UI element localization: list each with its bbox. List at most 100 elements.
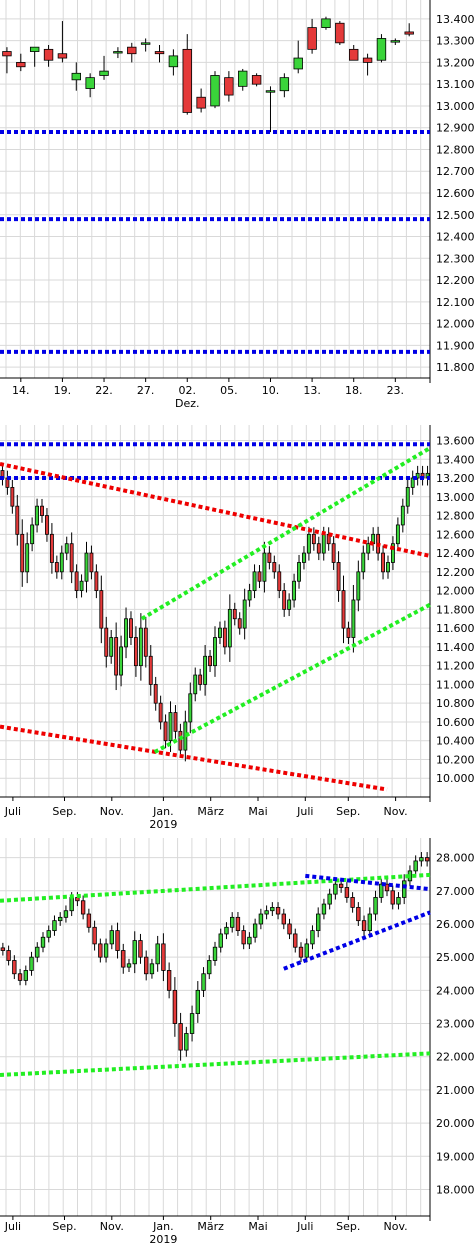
- y-tick-label: 12.800: [436, 143, 475, 156]
- y-tick-label: 23.000: [436, 1018, 475, 1031]
- candle-up: [356, 571, 361, 601]
- candle-up: [390, 40, 401, 43]
- candle-down: [267, 552, 272, 563]
- candle-up: [218, 627, 222, 638]
- candle-up: [367, 913, 372, 932]
- candle-down: [173, 712, 178, 732]
- x-tick-label: Sep.: [336, 1220, 360, 1233]
- candle-down: [257, 571, 262, 582]
- y-tick-label: 28.000: [436, 852, 475, 865]
- candle-up: [29, 956, 34, 971]
- candle-down: [275, 906, 281, 915]
- y-tick-label: 11.900: [436, 339, 475, 352]
- candle-down: [20, 533, 25, 573]
- y-tick-label: 27.000: [436, 885, 475, 898]
- candle-up: [321, 18, 331, 28]
- candle-up: [138, 627, 143, 667]
- candle-up: [201, 973, 206, 991]
- y-tick-label: 24.000: [436, 984, 475, 997]
- candle-down: [74, 571, 79, 592]
- candle-up: [306, 533, 311, 554]
- candle-down: [346, 627, 351, 638]
- candle-down: [390, 890, 395, 905]
- candle-down: [224, 77, 234, 96]
- candle-up: [203, 655, 208, 685]
- candle-down: [172, 989, 178, 1024]
- candle-down: [163, 721, 168, 742]
- y-tick-label: 13.400: [436, 453, 475, 466]
- candle-down: [121, 950, 126, 968]
- y-tick-label: 21.000: [436, 1084, 475, 1097]
- x-tick-label: Juli: [296, 1220, 313, 1233]
- y-tick-label: 12.900: [436, 122, 475, 135]
- x-tick-label: Juli: [4, 805, 21, 818]
- x-tick-sublabel: Dez.: [175, 397, 200, 410]
- x-tick-label: März: [197, 1220, 224, 1233]
- candle-down: [16, 62, 26, 68]
- candle-up: [168, 712, 173, 742]
- y-tick-label: 11.600: [436, 622, 475, 635]
- candle-up: [119, 646, 124, 676]
- y-tick-label: 13.600: [436, 435, 475, 448]
- candle-down: [182, 48, 192, 113]
- candle-down: [208, 655, 212, 667]
- candle-up: [124, 618, 128, 648]
- candle-up: [270, 906, 275, 912]
- y-tick-label: 13.000: [436, 491, 475, 504]
- candle-up: [302, 552, 306, 563]
- candle-down: [341, 590, 346, 629]
- candle-down: [43, 48, 54, 61]
- candle-down: [99, 590, 104, 629]
- candle-up: [258, 913, 264, 925]
- candle-up: [69, 897, 74, 912]
- candle-up: [316, 913, 321, 932]
- candle-down: [316, 543, 321, 554]
- candle-up: [361, 552, 366, 573]
- candle-down: [178, 1023, 183, 1051]
- y-tick-label: 10.600: [436, 716, 475, 729]
- candle-up: [64, 543, 69, 554]
- x-tick-label: 13.: [303, 384, 321, 397]
- y-tick-label: 12.700: [436, 165, 475, 178]
- candle-up: [304, 943, 309, 958]
- x-tick-label: 02.: [179, 384, 197, 397]
- red-trend-line: [0, 724, 388, 792]
- candle-down: [92, 926, 97, 945]
- candle-down: [331, 543, 336, 563]
- x-tick-label: Jan.: [152, 1220, 173, 1233]
- candle-down: [287, 923, 292, 935]
- candle-up: [366, 543, 371, 554]
- candle-down: [277, 571, 282, 592]
- y-tick-label: 25.000: [436, 951, 475, 964]
- y-tick-label: 12.500: [436, 209, 475, 222]
- candle-up: [415, 472, 420, 479]
- candle-down: [349, 48, 359, 61]
- candle-up: [390, 543, 395, 563]
- candle-down: [158, 702, 163, 723]
- candle-down: [86, 913, 92, 928]
- candle-up: [238, 70, 248, 87]
- y-tick-label: 13.200: [436, 472, 475, 485]
- y-tick-label: 12.000: [436, 585, 475, 598]
- candle-up: [109, 637, 114, 657]
- candle-up: [126, 963, 132, 968]
- x-tick-label: 14.: [12, 384, 30, 397]
- candle-down: [281, 913, 286, 925]
- candle-down: [282, 590, 287, 610]
- candle-up: [230, 916, 235, 928]
- candle-up: [373, 897, 378, 915]
- x-tick-label: 23.: [387, 384, 405, 397]
- x-tick-label: Mai: [248, 805, 267, 818]
- x-tick-label: 19.: [54, 384, 72, 397]
- candle-up: [195, 989, 200, 1014]
- y-tick-label: 10.800: [436, 697, 475, 710]
- y-tick-label: 13.300: [436, 35, 475, 48]
- candle-down: [114, 637, 119, 676]
- x-tick-label: 05.: [220, 384, 238, 397]
- y-tick-label: 11.200: [436, 660, 475, 673]
- candle-down: [361, 920, 367, 932]
- y-tick-label: 12.800: [436, 510, 475, 523]
- x-tick-label: 18.: [345, 384, 363, 397]
- y-tick-label: 26.000: [436, 918, 475, 931]
- y-tick-label: 12.200: [436, 274, 475, 287]
